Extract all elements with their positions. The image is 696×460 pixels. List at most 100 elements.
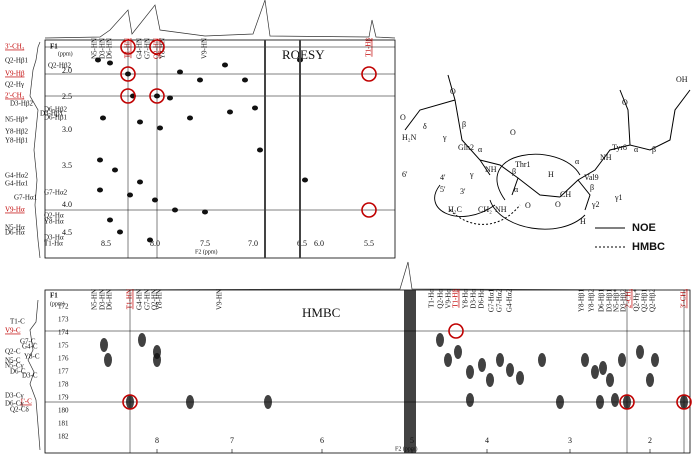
left-label: Y8-Hα	[44, 218, 64, 226]
cross-peak	[97, 157, 103, 163]
left-label: D6-Hα	[5, 229, 25, 237]
top-label: D3-Hβ2	[620, 289, 628, 313]
top-label: Y8-Hβ2	[588, 289, 596, 313]
cross-peak	[187, 115, 193, 121]
cross-peak	[186, 395, 194, 409]
top-label: Y8-HN	[159, 38, 167, 59]
highlight-circle	[120, 88, 136, 104]
cross-peak	[556, 395, 564, 409]
cross-peak	[444, 353, 452, 367]
top-label: 3'-CH₃	[680, 288, 688, 308]
cross-peak	[202, 209, 208, 215]
cross-peak	[147, 237, 153, 243]
cross-peak	[227, 109, 233, 115]
x-tick-label: 7.0	[248, 239, 258, 248]
top-label: Q2-Hγ*	[633, 289, 641, 312]
top-label: Q2-Hβ1	[641, 289, 649, 313]
top-label: G4-HN	[136, 38, 144, 59]
top-label: D6-Hβ1	[598, 289, 606, 313]
top-label: D3-HN	[99, 289, 107, 310]
x-tick-label: 6	[320, 436, 324, 445]
left-label: Y8-C	[24, 353, 40, 361]
structure-label: O	[555, 200, 561, 209]
cross-peak	[177, 69, 183, 75]
left-label: T1-C	[10, 318, 25, 326]
left-label: D3-Hβ1	[40, 110, 64, 118]
left-label: V9-Hα	[5, 206, 25, 214]
y-tick-label: 176	[58, 355, 69, 363]
cross-peak	[486, 373, 494, 387]
left-label: G4-Hα1	[5, 180, 29, 188]
top-label: N5-Hβ*	[613, 289, 621, 313]
cross-peak	[107, 60, 113, 66]
structure-label: NH	[495, 205, 507, 214]
left-label: D6-C	[10, 368, 26, 376]
left-label: G7-Hα1	[14, 194, 38, 202]
cross-peak	[506, 363, 514, 377]
roesy-panel: ROESY F1 F2 (ppm)	[29, 0, 396, 259]
legend-label: HMBC	[632, 241, 665, 253]
cross-peak	[172, 207, 178, 213]
highlight-circle	[361, 202, 377, 218]
top-label: T1-Hα	[428, 289, 436, 308]
left-label: N5-Hα	[5, 224, 25, 232]
structure-label: H₂C	[448, 205, 462, 214]
top-label: Y8-HN	[156, 289, 164, 310]
y-tick-label: 3.0	[62, 125, 72, 134]
water-band	[404, 290, 416, 453]
highlight-circle	[120, 66, 136, 82]
top-label: T1-Hβ	[452, 289, 460, 308]
cross-peak	[112, 167, 118, 173]
hmbc-arrows	[449, 204, 521, 225]
structure-label: 6'	[402, 170, 408, 179]
roesy-frame	[44, 39, 396, 259]
structure-label: γ	[442, 133, 447, 142]
left-label: Y8-Hβ1	[5, 137, 29, 145]
cross-peak	[264, 395, 272, 409]
structure-label: β	[462, 120, 466, 129]
structure-label: γ	[469, 170, 474, 179]
cross-peak	[167, 95, 173, 101]
left-label: 2'-CH₃	[5, 92, 25, 100]
top-label: T1-HN	[124, 38, 132, 58]
cross-peak	[651, 353, 659, 367]
cross-peak	[466, 365, 474, 379]
structure-label: H	[548, 170, 554, 179]
f1-label: F1	[50, 292, 58, 300]
top-label: Q2-Hα	[437, 289, 445, 309]
cross-peak	[252, 105, 258, 111]
structure-label: O	[450, 87, 456, 96]
left-label: Q2-Hβ1	[5, 57, 29, 65]
cross-peak	[125, 71, 131, 77]
cross-peak	[97, 187, 103, 193]
cross-peak	[646, 373, 654, 387]
structure-label: O	[510, 128, 516, 137]
cross-peak	[466, 393, 474, 407]
y-tick-label: 182	[58, 433, 69, 441]
x-tick-label: 8.5	[101, 239, 111, 248]
top-label: G7-HN	[144, 38, 152, 59]
top-label: V9-HN	[201, 38, 209, 59]
top-label: G7-Hα2	[496, 289, 504, 313]
y-tick-label: 179	[58, 394, 69, 402]
cross-peak	[302, 177, 308, 183]
left-label: T1-Hα	[44, 240, 63, 248]
structure-label: CH	[560, 190, 571, 199]
top-label: G4-HN	[136, 289, 144, 310]
x-tick-label: 8.0	[150, 239, 160, 248]
cross-peak	[599, 361, 607, 375]
cross-peak	[680, 395, 688, 409]
top-label: 2'-CH₃	[625, 288, 633, 308]
f1-label: F1	[50, 43, 58, 51]
y-tick-label: 177	[58, 368, 69, 376]
y-tick-label: 4.5	[62, 228, 72, 237]
highlight-circle	[361, 66, 377, 82]
highlight-circle	[149, 39, 165, 55]
cross-peak	[596, 395, 604, 409]
structure-label: NH	[600, 153, 612, 162]
structure-label: H	[580, 217, 586, 226]
cross-peak	[154, 93, 160, 99]
structure-label: α	[575, 157, 580, 166]
hmbc-frame	[44, 289, 691, 454]
